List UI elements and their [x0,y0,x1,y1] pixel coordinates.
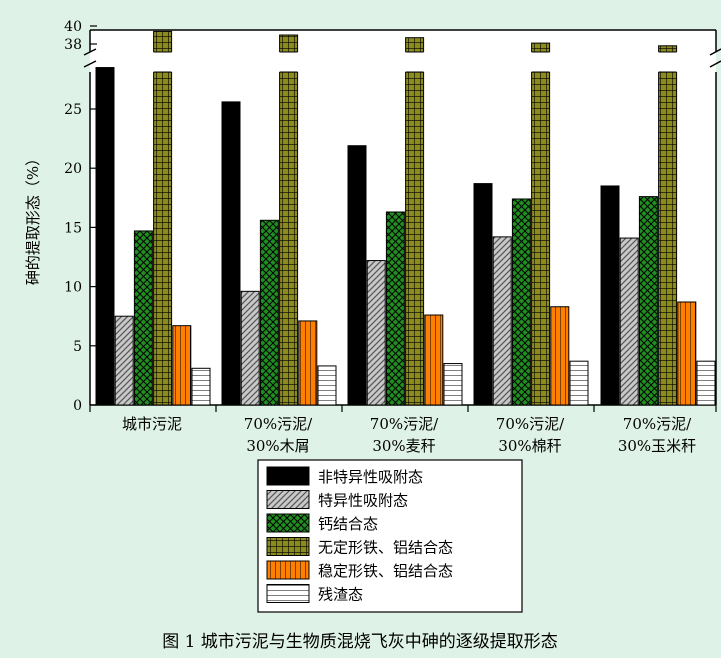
x-category-label: 70%污泥/ [623,415,692,433]
bar [638,196,658,406]
axis-break-left-icon [83,48,97,68]
x-category-label: 30%玉米秆 [618,437,696,455]
bar-break-gap [404,52,425,72]
legend-swatch [266,560,310,580]
y-tick-label: 15 [64,220,82,236]
bars [95,30,716,406]
legend-swatch [266,584,310,603]
bar [696,360,716,406]
y-tick-label: 20 [64,161,82,177]
x-category-label: 70%污泥/ [370,415,439,433]
bar [511,198,531,406]
legend-label: 无定形铁、铝结合态 [318,539,453,557]
legend-label: 特异性吸附态 [318,492,408,510]
bar [550,306,570,406]
bar [347,145,367,406]
bar [259,219,279,406]
x-category-label: 城市污泥 [122,415,182,433]
bar-break-gap [657,52,678,72]
legend-swatch [266,537,310,556]
bar [153,30,173,406]
bar [492,236,512,406]
bar [191,367,211,406]
bar [424,314,444,406]
legend-swatch [266,466,310,486]
x-category-label: 30%麦秆 [372,437,435,455]
y-tick-label: 40 [64,19,82,35]
bar [569,360,589,406]
bar [473,183,493,406]
axis-break-right-icon [709,48,721,68]
legend-swatch [266,490,310,509]
figure-caption: 图 1 城市污泥与生物质混烧飞灰中砷的逐级提取形态 [162,632,558,652]
bar [600,185,620,406]
bar [133,230,153,406]
x-category-label: 70%污泥/ [496,415,565,433]
y-tick-label: 25 [64,102,82,118]
bar [279,34,299,406]
legend-label: 钙结合态 [318,515,378,533]
bar [317,365,337,406]
bar [443,363,463,406]
bar [95,67,115,406]
bar [658,45,678,406]
bar [366,260,386,406]
y-axis: 0 5 10 15 20 25 38 40 [64,19,97,414]
bar [221,101,241,406]
bar [619,237,639,406]
bar-break-gap [530,52,551,72]
y-tick-label: 5 [73,339,82,355]
bar-break-gap [152,52,173,72]
y-axis-label: 砷的提取形态（%） [24,151,42,285]
bar [677,301,697,406]
y-tick-label: 0 [73,398,82,414]
bar [405,37,425,406]
x-category-label: 30%棉秆 [498,437,561,455]
bar [114,315,134,406]
bar [531,42,551,406]
bar [172,325,192,406]
legend-label: 非特异性吸附态 [318,468,423,486]
legend-swatch [266,513,310,533]
legend-label: 稳定形铁、铝结合态 [318,562,453,580]
y-tick-label: 38 [64,37,82,53]
x-category-label: 70%污泥/ [244,415,313,433]
x-category-label: 30%木屑 [246,437,309,455]
y-tick-label: 10 [64,280,82,296]
bar-break-gap [278,52,299,72]
x-axis: 城市污泥 70%污泥/30%木屑 70%污泥/30%麦秆 70%污泥/30%棉秆 70%… [89,405,717,455]
bar [240,290,260,406]
bar [385,211,405,406]
legend-label: 残渣态 [318,586,363,604]
bar [298,320,318,406]
